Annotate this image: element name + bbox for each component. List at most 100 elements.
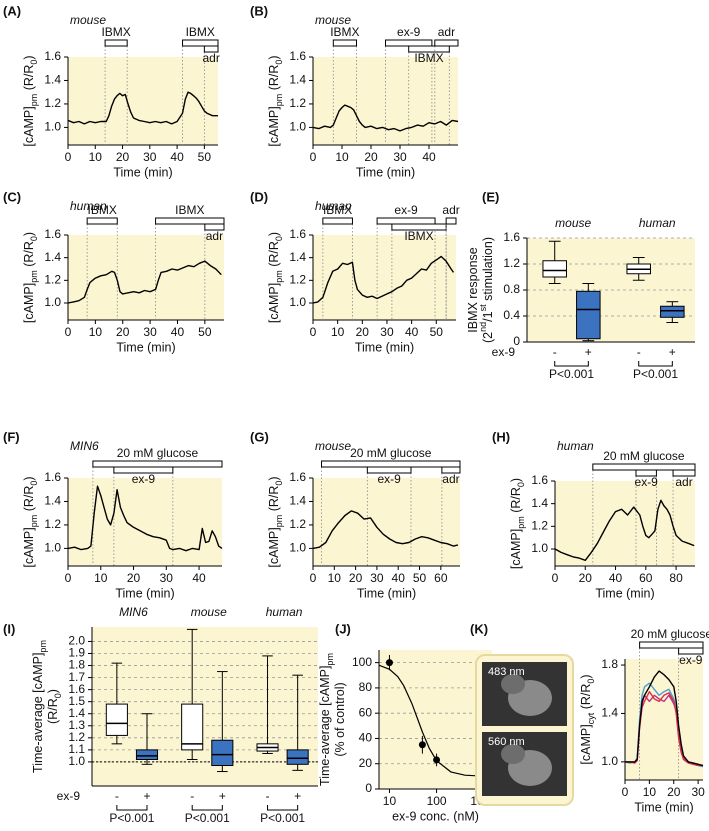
stimulus-bar	[204, 223, 225, 231]
stimulus-bar	[592, 463, 696, 471]
y-axis-label-part: pm	[29, 94, 39, 107]
stimulus-label: IBMX	[323, 203, 352, 217]
x-tick-label: 20	[364, 150, 378, 164]
y-axis-label-part: 0	[516, 482, 526, 487]
fit-curve	[378, 664, 492, 777]
stimulus-label: IBMX	[88, 203, 117, 217]
x-tick-label: 20	[349, 571, 363, 585]
x-axis-label: Time (min)	[357, 586, 416, 600]
y-axis-label-part: )	[267, 55, 281, 59]
y-axis-label-part: pm	[274, 94, 284, 107]
stimulus-label: adr	[442, 203, 459, 217]
y-tick-label: 1.4	[289, 250, 306, 264]
subject-label: mouse	[315, 439, 351, 453]
x-tick-label: 50	[430, 325, 444, 339]
x-tick-label: 30	[380, 325, 394, 339]
stimulus-label: ex-9	[132, 472, 156, 486]
y-tick-label: 100	[352, 655, 372, 669]
y-tick-label: 1.6	[289, 227, 306, 241]
y-axis-label-part: pm	[325, 653, 335, 666]
x-tick-label: 0	[65, 571, 72, 585]
box	[660, 305, 685, 318]
y-axis-label-part: )	[267, 476, 281, 480]
y-tick-label: 1.8	[601, 657, 618, 671]
y-axis-label-part: [cAMP]	[22, 283, 36, 323]
y-axis-label-part: Time-average [cAMP]	[31, 653, 45, 773]
y-tick-label: 1.0	[68, 754, 85, 768]
y-tick-label: 1.1	[68, 742, 85, 756]
y-axis-label-part: )	[22, 476, 36, 480]
stimulus-bar	[332, 39, 357, 47]
y-tick-label: 1.8	[68, 658, 85, 672]
y-axis-label-part: 0	[274, 236, 284, 241]
y-axis-label-part: /1	[481, 311, 495, 321]
y-tick-label: 1.4	[601, 706, 618, 720]
subject-label: human	[70, 199, 107, 213]
subject-label: MIN6	[70, 439, 99, 453]
stimulus-label: adr	[442, 472, 459, 486]
point	[433, 756, 441, 764]
panel-label: (K)	[470, 621, 488, 636]
stimulus-label: IBMX	[175, 203, 204, 217]
y-axis-label-part: pm	[516, 516, 526, 529]
panel-label: (A)	[3, 3, 21, 18]
stimulus-bar	[376, 217, 436, 225]
y-axis-label-part: [cAMP]	[267, 106, 281, 146]
box-label: -	[553, 345, 557, 359]
trace	[554, 499, 695, 561]
box-label: -	[115, 789, 119, 803]
x-tick-label: 10	[643, 785, 657, 799]
stimulus-label: 20 mM glucose	[603, 449, 685, 463]
x-tick-label: 10	[331, 325, 345, 339]
x-tick-label: 30	[691, 785, 705, 799]
x-tick-label: 30	[370, 571, 384, 585]
y-axis-label-part: 0	[53, 693, 63, 698]
x-tick-label: 40	[392, 571, 406, 585]
bracket	[116, 805, 148, 811]
stimulus-bar	[203, 45, 219, 53]
y-tick-label: 0.4	[503, 308, 520, 322]
y-tick-label: 1.6	[44, 49, 61, 63]
box-label: +	[219, 789, 226, 803]
y-axis-label-part: )	[509, 478, 523, 482]
group-label: human	[639, 216, 676, 230]
stimulus-bar	[635, 469, 657, 477]
image-label: 560 nm	[488, 736, 525, 748]
stimulus-label: IBMX	[186, 25, 215, 39]
stimulus-label: ex-9	[679, 653, 703, 667]
y-axis-label-part: (R/R	[509, 487, 523, 516]
stimulus-bar	[408, 45, 450, 53]
y-tick-label: 1.0	[289, 541, 306, 555]
y-tick-label: 1.6	[44, 227, 61, 241]
y-axis-label: [cAMP]pm (R/R0)	[267, 55, 284, 146]
y-tick-label: 1.4	[531, 496, 548, 510]
stimulus-label: ex-9	[377, 472, 401, 486]
y-axis-label-part: (R/R	[22, 65, 36, 94]
box	[576, 290, 601, 340]
x-axis-label: Time (min)	[356, 165, 415, 179]
x-tick-label: 0	[65, 325, 72, 339]
y-axis-label-part: 0	[274, 60, 284, 65]
y-axis-label: Time-average [cAMP]pm	[31, 640, 48, 773]
stimulus-bar	[445, 217, 457, 225]
y-axis-label-part: 0	[274, 481, 284, 486]
stimulus-label: IBMX	[404, 229, 433, 243]
stimulus-label: adr	[203, 51, 220, 65]
y-tick-label: 80	[359, 680, 373, 694]
stimulus-label: ex-9	[397, 25, 421, 39]
stimulus-label: 20 mM glucose	[631, 627, 709, 641]
y-tick-label: 2.0	[68, 634, 85, 648]
x-tick-label: 40	[192, 571, 206, 585]
stimulus-label: adr	[206, 229, 223, 243]
stimulus-label: ex-9	[635, 475, 659, 489]
y-tick-label: 1.5	[68, 694, 85, 708]
panel-label: (H)	[492, 429, 510, 444]
y-axis-label-part: (R/R	[22, 241, 36, 270]
box	[135, 749, 159, 761]
x-tick-label: 40	[609, 571, 623, 585]
x-tick-label: 0	[310, 571, 317, 585]
box-label: +	[143, 789, 150, 803]
x-tick-label: 10	[89, 150, 103, 164]
